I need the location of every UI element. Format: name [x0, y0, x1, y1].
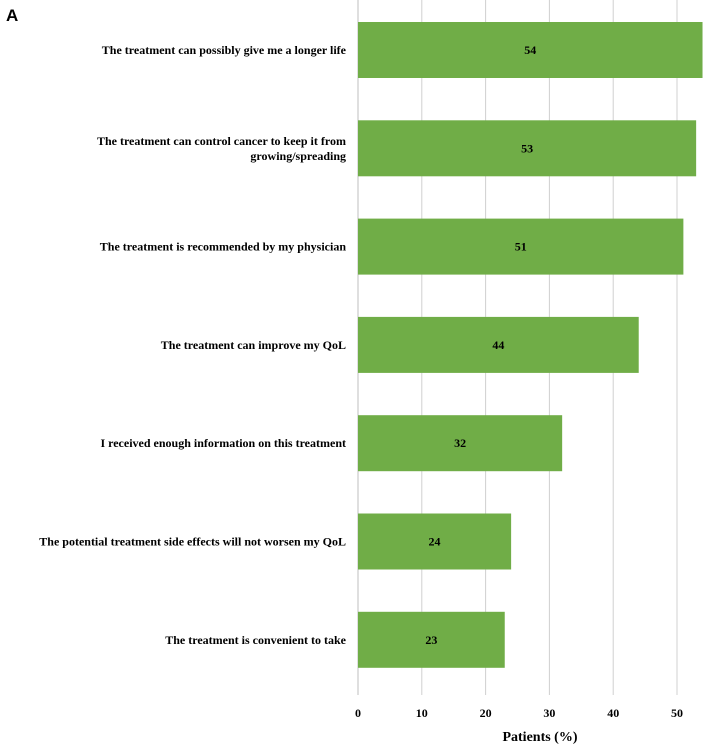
- category-label-2-line-2: growing/spreading: [250, 149, 346, 163]
- category-label-1: The treatment can possibly give me a lon…: [102, 43, 347, 57]
- bar-7: [358, 611, 505, 668]
- bar-3: [358, 218, 684, 275]
- bar-5: [358, 415, 563, 472]
- x-tick-label-30: 30: [543, 706, 555, 720]
- bar-6: [358, 513, 512, 570]
- x-tick-label-50: 50: [671, 706, 683, 720]
- category-labels: The treatment can possibly give me a lon…: [39, 43, 346, 647]
- x-tick-label-40: 40: [607, 706, 619, 720]
- category-label-4: The treatment can improve my QoL: [161, 338, 346, 352]
- data-label-2: 53: [521, 141, 533, 155]
- x-tick-label-20: 20: [480, 706, 492, 720]
- bar-2: [358, 120, 697, 177]
- category-label-3: The treatment is recommended by my physi…: [100, 240, 347, 254]
- category-label-7: The treatment is convenient to take: [165, 633, 346, 647]
- data-label-4: 44: [492, 338, 504, 352]
- data-label-7: 23: [425, 633, 437, 647]
- data-label-6: 24: [429, 535, 441, 549]
- data-label-1: 54: [524, 43, 536, 57]
- data-label-5: 32: [454, 436, 466, 450]
- x-tick-label-0: 0: [355, 706, 361, 720]
- category-label-5: I received enough information on this tr…: [100, 436, 346, 450]
- x-tick-label-10: 10: [416, 706, 428, 720]
- category-label-2-line-1: The treatment can control cancer to keep…: [97, 134, 346, 148]
- x-axis-title: Patients (%): [502, 730, 577, 745]
- category-label-6: The potential treatment side effects wil…: [39, 535, 346, 549]
- data-label-3: 51: [515, 240, 527, 254]
- bar-4: [358, 316, 639, 373]
- bars: 54 53 51 44 32 24 23: [358, 22, 703, 668]
- bar-1: [358, 22, 703, 78]
- x-tick-labels: 0 10 20 30 40 50: [355, 706, 683, 720]
- panel-label: A: [6, 6, 18, 25]
